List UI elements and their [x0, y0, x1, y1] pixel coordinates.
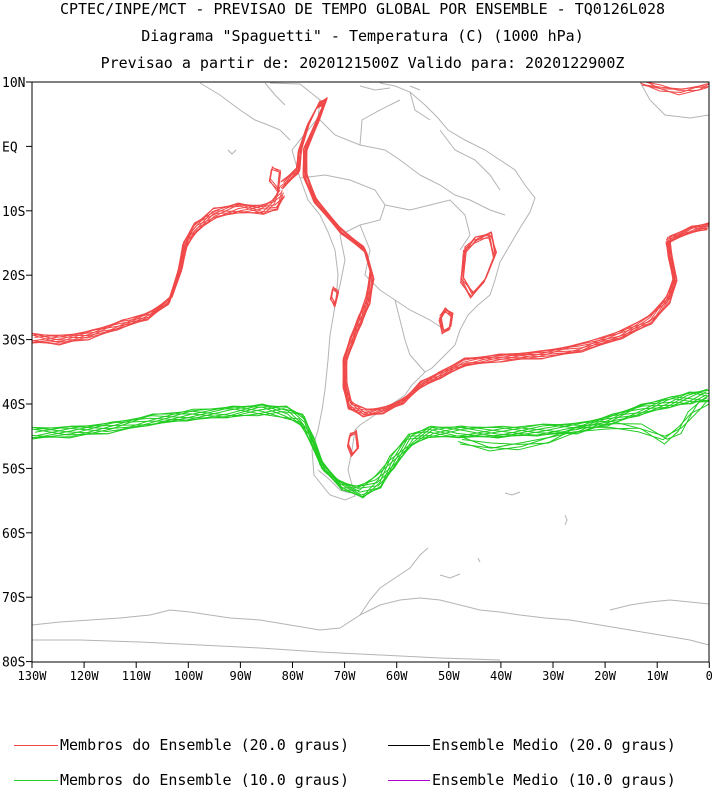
- member-contour: [33, 192, 282, 343]
- member-contour: [34, 196, 285, 338]
- member-contour: [640, 82, 709, 94]
- members-10-contours: [32, 388, 709, 499]
- member-contour: [279, 101, 708, 415]
- member-contour: [32, 187, 280, 345]
- member-contour: [283, 100, 709, 415]
- lon-label: 130W: [18, 669, 48, 683]
- lon-label: 110W: [122, 669, 152, 683]
- lon-label: 20W: [594, 669, 616, 683]
- lon-label: 50W: [438, 669, 460, 683]
- member-contour: [438, 308, 454, 335]
- member-contour: [459, 399, 709, 449]
- spaghetti-map: 10N EQ 10S 20S 30S 40S 50S 60S 70S 80S 130W 120W 11…: [2, 76, 713, 683]
- lon-label: 0: [706, 669, 713, 683]
- longitude-axis: 130W 120W 110W 100W 90W 80W 70W 60W 50W 40W 30W 20W…: [18, 662, 713, 683]
- coastlines: [32, 82, 709, 661]
- member-contour: [32, 192, 284, 341]
- member-contour: [457, 403, 709, 452]
- member-contour: [283, 97, 709, 413]
- legend-swatch-mean-20: [388, 744, 430, 746]
- legend-label-members-10: Membros do Ensemble (10.0 graus): [60, 771, 349, 789]
- member-contour: [33, 389, 709, 498]
- member-contour: [34, 391, 707, 489]
- lat-label: 10S: [2, 205, 25, 220]
- legend-label-mean-10: Ensemble Medio (10.0 graus): [432, 771, 676, 789]
- lon-label: 120W: [70, 669, 100, 683]
- lon-label: 70W: [334, 669, 356, 683]
- legend-swatch-members-20: [14, 744, 58, 746]
- lat-label: 10N: [2, 76, 25, 91]
- lat-label: 60S: [2, 527, 25, 542]
- lat-label: 30S: [2, 334, 25, 349]
- member-contour: [283, 101, 709, 417]
- title-line-2: Diagrama "Spaguetti" - Temperatura (C) (…: [141, 27, 584, 45]
- member-contour: [269, 166, 280, 193]
- lat-label: 40S: [2, 398, 25, 413]
- member-contour: [34, 388, 708, 496]
- latitude-axis: 10N EQ 10S 20S 30S 40S 50S 60S 70S 80S: [2, 76, 32, 671]
- legend-members-20: Membros do Ensemble (20.0 graus): [14, 736, 349, 754]
- member-contour: [32, 392, 709, 498]
- member-contour: [34, 388, 707, 493]
- lat-label: EQ: [2, 140, 18, 155]
- lat-label: 20S: [2, 269, 25, 284]
- member-contour: [33, 196, 285, 337]
- member-contour: [460, 234, 498, 298]
- member-contour: [461, 395, 708, 445]
- member-contour: [34, 194, 283, 342]
- title-line-1: CPTEC/INPE/MCT - PREVISAO DE TEMPO GLOBA…: [59, 0, 666, 18]
- member-contour: [459, 401, 709, 451]
- lon-label: 10W: [646, 669, 668, 683]
- title-line-3: Previsao a partir de: 2020121500Z Valido…: [100, 54, 625, 72]
- member-contour: [642, 84, 708, 90]
- member-contour: [32, 396, 709, 491]
- member-contour: [331, 286, 339, 307]
- member-contour: [32, 195, 285, 339]
- member-contour: [439, 307, 452, 334]
- lat-label: 80S: [2, 656, 25, 671]
- member-contour: [643, 82, 708, 92]
- members-20-contours: [32, 82, 709, 458]
- lat-label: 70S: [2, 591, 25, 606]
- legend-label-members-20: Membros do Ensemble (20.0 graus): [60, 736, 349, 754]
- lon-label: 100W: [174, 669, 204, 683]
- legend-mean-20: Ensemble Medio (20.0 graus): [388, 736, 676, 754]
- lon-label: 30W: [542, 669, 564, 683]
- legend-mean-10: Ensemble Medio (10.0 graus): [388, 771, 676, 789]
- lon-label: 90W: [230, 669, 252, 683]
- map-frame: [31, 81, 710, 663]
- legend-swatch-mean-10: [388, 779, 430, 781]
- member-contour: [32, 391, 709, 499]
- legend-label-mean-20: Ensemble Medio (20.0 graus): [432, 736, 676, 754]
- lat-label: 50S: [2, 462, 25, 477]
- lon-label: 40W: [490, 669, 512, 683]
- member-contour: [347, 432, 359, 455]
- member-contour: [282, 96, 709, 411]
- lon-label: 60W: [386, 669, 408, 683]
- member-contour: [462, 234, 495, 294]
- legend-swatch-members-10: [14, 779, 58, 781]
- legend-members-10: Membros do Ensemble (10.0 graus): [14, 771, 349, 789]
- lon-label: 80W: [282, 669, 304, 683]
